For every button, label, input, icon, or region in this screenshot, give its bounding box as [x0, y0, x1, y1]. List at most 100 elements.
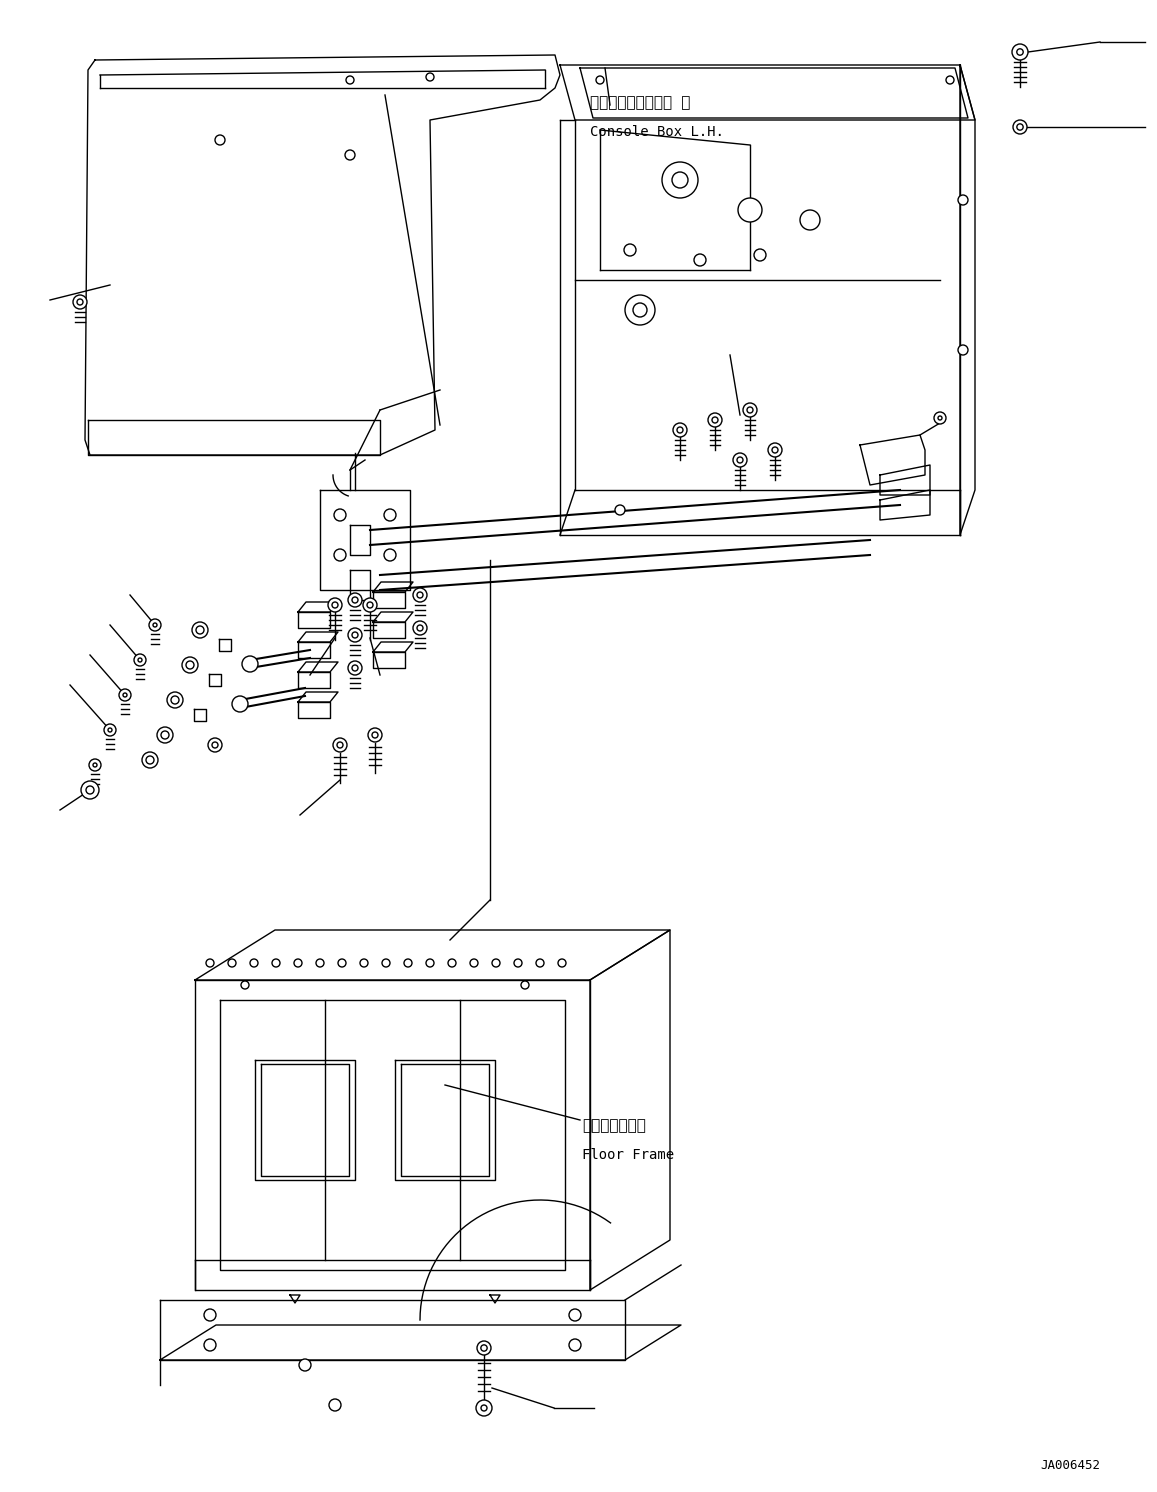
Circle shape — [345, 151, 355, 160]
Circle shape — [327, 598, 342, 612]
Circle shape — [93, 762, 97, 767]
Circle shape — [536, 959, 544, 967]
Circle shape — [413, 588, 427, 601]
Circle shape — [338, 959, 346, 967]
Circle shape — [514, 959, 522, 967]
Circle shape — [192, 622, 208, 639]
Circle shape — [108, 728, 112, 733]
Circle shape — [470, 959, 478, 967]
Circle shape — [196, 627, 204, 634]
Circle shape — [272, 959, 280, 967]
Circle shape — [754, 249, 766, 261]
Circle shape — [334, 509, 346, 521]
Circle shape — [673, 424, 687, 437]
Circle shape — [448, 959, 456, 967]
Circle shape — [633, 303, 647, 316]
Circle shape — [228, 959, 236, 967]
Circle shape — [337, 742, 342, 747]
Circle shape — [352, 597, 358, 603]
Circle shape — [569, 1338, 581, 1350]
Circle shape — [119, 689, 131, 701]
Circle shape — [384, 549, 396, 561]
Circle shape — [373, 733, 378, 739]
Circle shape — [737, 457, 743, 463]
Circle shape — [1017, 124, 1023, 130]
Circle shape — [333, 739, 347, 752]
Circle shape — [417, 592, 423, 598]
Circle shape — [352, 665, 358, 671]
Circle shape — [86, 786, 94, 794]
Circle shape — [569, 1308, 581, 1320]
Circle shape — [241, 982, 249, 989]
Circle shape — [348, 628, 362, 642]
Circle shape — [1012, 43, 1029, 60]
Circle shape — [346, 76, 354, 84]
Circle shape — [360, 959, 368, 967]
Circle shape — [81, 780, 100, 800]
Circle shape — [186, 661, 194, 668]
Circle shape — [616, 504, 625, 515]
Circle shape — [334, 549, 346, 561]
Circle shape — [481, 1405, 487, 1411]
Circle shape — [624, 245, 636, 257]
Circle shape — [171, 695, 179, 704]
Circle shape — [104, 724, 116, 736]
Text: コンソールボックス 左: コンソールボックス 左 — [590, 95, 691, 110]
Circle shape — [212, 742, 218, 747]
Circle shape — [662, 163, 698, 198]
Circle shape — [558, 959, 566, 967]
Circle shape — [157, 727, 174, 743]
Circle shape — [772, 448, 778, 454]
Circle shape — [89, 759, 101, 771]
Circle shape — [677, 427, 683, 433]
Circle shape — [215, 134, 224, 145]
Circle shape — [134, 653, 146, 665]
Circle shape — [938, 416, 942, 421]
Circle shape — [149, 619, 161, 631]
Circle shape — [694, 254, 706, 266]
Circle shape — [934, 412, 946, 424]
Circle shape — [1014, 119, 1027, 134]
Circle shape — [73, 295, 87, 309]
Circle shape — [404, 959, 412, 967]
Circle shape — [1017, 49, 1023, 55]
Circle shape — [167, 692, 183, 709]
Circle shape — [161, 731, 169, 739]
Circle shape — [363, 598, 377, 612]
Circle shape — [426, 959, 434, 967]
Circle shape — [382, 959, 390, 967]
Circle shape — [206, 959, 214, 967]
Circle shape — [329, 1399, 341, 1411]
Circle shape — [426, 73, 434, 81]
Circle shape — [123, 692, 127, 697]
Circle shape — [294, 959, 302, 967]
Circle shape — [672, 172, 688, 188]
Circle shape — [743, 403, 757, 416]
Circle shape — [316, 959, 324, 967]
Circle shape — [747, 407, 753, 413]
Circle shape — [417, 625, 423, 631]
Circle shape — [413, 621, 427, 636]
Circle shape — [138, 658, 142, 662]
Circle shape — [142, 752, 159, 768]
Circle shape — [946, 76, 955, 84]
Circle shape — [734, 454, 747, 467]
Text: Console Box L.H.: Console Box L.H. — [590, 125, 724, 139]
Circle shape — [712, 416, 718, 424]
Circle shape — [78, 298, 83, 304]
Circle shape — [352, 633, 358, 639]
Circle shape — [481, 1344, 487, 1352]
Circle shape — [368, 728, 382, 742]
Circle shape — [768, 443, 782, 457]
Circle shape — [384, 509, 396, 521]
Circle shape — [958, 345, 968, 355]
Text: フロアフレーム: フロアフレーム — [582, 1118, 646, 1132]
Circle shape — [146, 756, 154, 764]
Circle shape — [738, 198, 762, 222]
Circle shape — [958, 195, 968, 204]
Circle shape — [596, 76, 604, 84]
Circle shape — [799, 210, 820, 230]
Circle shape — [348, 661, 362, 674]
Circle shape — [348, 592, 362, 607]
Circle shape — [233, 695, 248, 712]
